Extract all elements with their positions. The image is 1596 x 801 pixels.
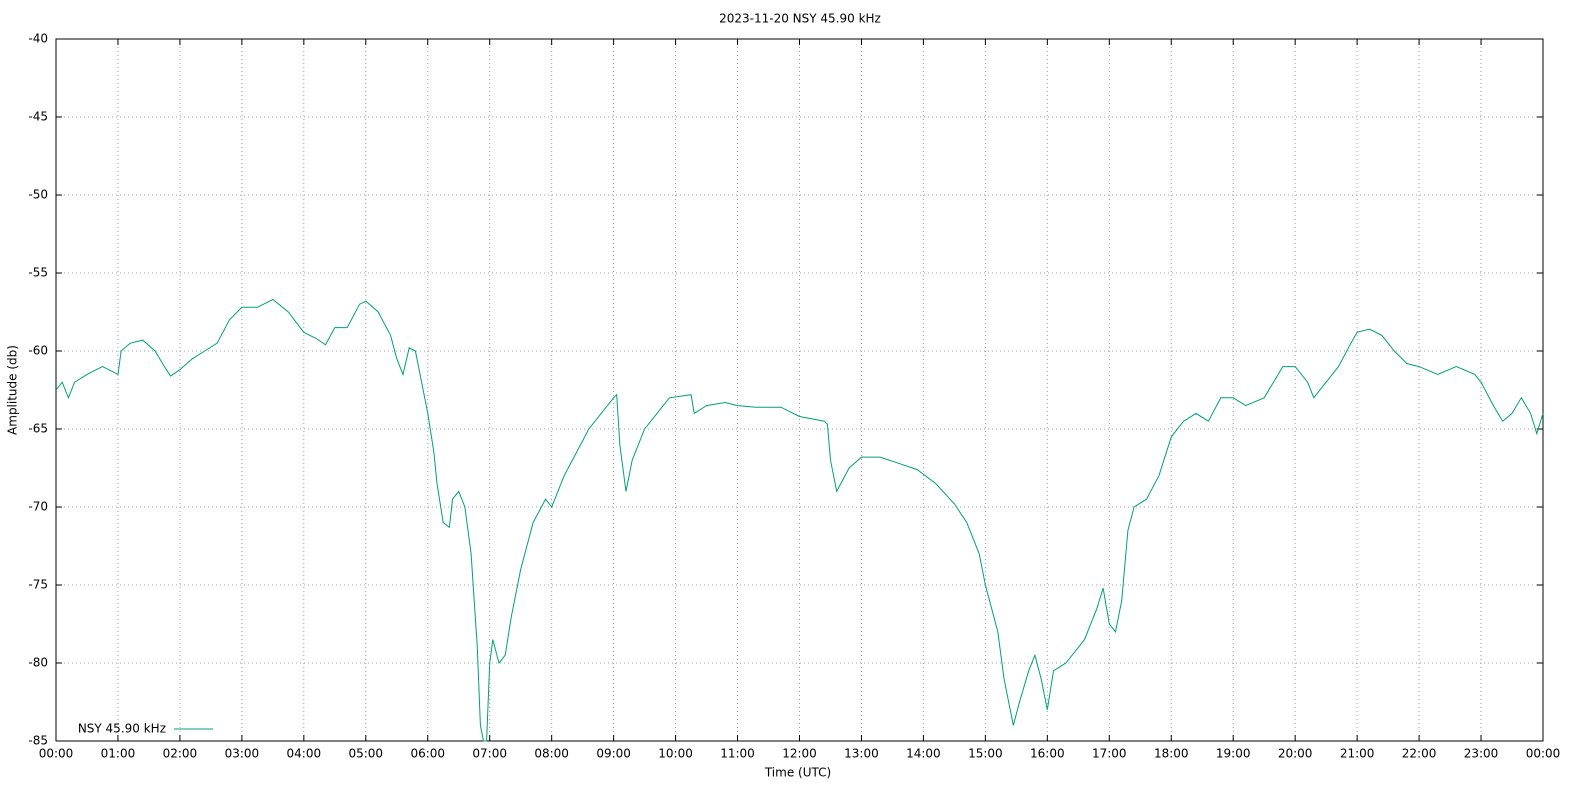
data-line bbox=[55, 298, 1544, 742]
y-tick-label: -80 bbox=[28, 656, 48, 670]
x-tick-label: 19:00 bbox=[1216, 747, 1251, 761]
y-tick-label: -40 bbox=[28, 32, 48, 46]
x-tick-label: 05:00 bbox=[348, 747, 383, 761]
y-tick-label: -55 bbox=[28, 266, 48, 280]
x-tick-label: 08:00 bbox=[534, 747, 569, 761]
y-axis-label: Amplitude (db) bbox=[6, 345, 20, 435]
x-tick-label: 12:00 bbox=[782, 747, 817, 761]
x-tick-label: 00:00 bbox=[1526, 747, 1561, 761]
x-tick-label: 06:00 bbox=[410, 747, 445, 761]
x-tick-label: 13:00 bbox=[844, 747, 879, 761]
x-tick-label: 15:00 bbox=[968, 747, 1003, 761]
x-tick-label: 02:00 bbox=[163, 747, 198, 761]
legend-label: NSY 45.90 kHz bbox=[78, 722, 166, 736]
x-tick-label: 22:00 bbox=[1402, 747, 1437, 761]
y-tick-label: -45 bbox=[28, 110, 48, 124]
y-tick-label: -50 bbox=[28, 188, 48, 202]
y-tick-label: -70 bbox=[28, 500, 48, 514]
x-axis-label: Time (UTC) bbox=[764, 766, 831, 780]
y-tick-label: -60 bbox=[28, 344, 48, 358]
x-tick-label: 23:00 bbox=[1464, 747, 1499, 761]
y-tick-label: -75 bbox=[28, 578, 48, 592]
y-tick-label: -85 bbox=[28, 734, 48, 748]
x-tick-label: 18:00 bbox=[1154, 747, 1189, 761]
x-tick-label: 21:00 bbox=[1340, 747, 1375, 761]
x-tick-label: 00:00 bbox=[39, 747, 74, 761]
y-tick-label: -65 bbox=[28, 422, 48, 436]
x-tick-label: 11:00 bbox=[720, 747, 755, 761]
x-tick-label: 07:00 bbox=[472, 747, 507, 761]
x-tick-label: 04:00 bbox=[287, 747, 322, 761]
x-tick-label: 20:00 bbox=[1278, 747, 1313, 761]
x-tick-label: 01:00 bbox=[101, 747, 136, 761]
x-tick-label: 10:00 bbox=[658, 747, 693, 761]
x-tick-label: 14:00 bbox=[906, 747, 941, 761]
chart-title: 2023-11-20 NSY 45.90 kHz bbox=[719, 12, 881, 26]
x-tick-label: 16:00 bbox=[1030, 747, 1065, 761]
x-tick-label: 03:00 bbox=[225, 747, 260, 761]
x-tick-label: 09:00 bbox=[596, 747, 631, 761]
x-tick-label: 17:00 bbox=[1092, 747, 1127, 761]
